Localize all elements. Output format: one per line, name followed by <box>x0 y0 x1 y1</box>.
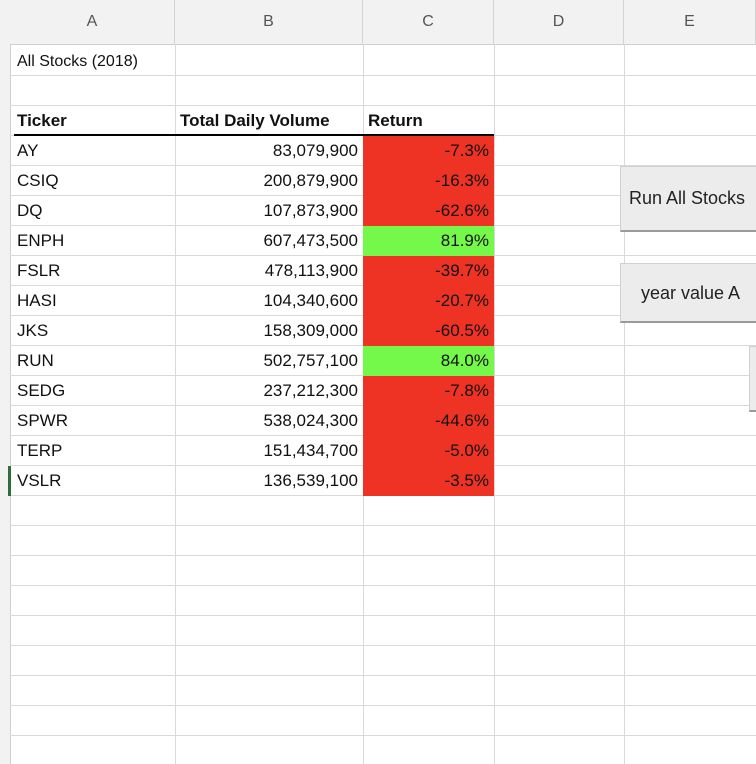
return-cell[interactable]: -16.3% <box>363 166 494 196</box>
ticker-cell[interactable]: SPWR <box>17 411 68 430</box>
volume-cell[interactable]: 502,757,100 <box>263 351 358 370</box>
volume-cell[interactable]: 237,212,300 <box>263 381 358 400</box>
volume-cell[interactable]: 83,079,900 <box>272 141 358 160</box>
ticker-cell[interactable]: VSLR <box>17 471 62 490</box>
volume-cell[interactable]: 136,539,100 <box>263 471 358 490</box>
gridline-horizontal <box>10 555 756 556</box>
ticker-cell[interactable]: SEDG <box>17 381 66 400</box>
volume-cell[interactable]: 478,113,900 <box>264 261 358 280</box>
gridline-vertical <box>175 44 176 764</box>
header-bottom-border <box>14 134 494 136</box>
column-header-c[interactable]: C <box>363 0 494 44</box>
return-cell[interactable]: -3.5% <box>363 466 494 496</box>
column-header-d[interactable]: D <box>494 0 624 44</box>
return-cell[interactable]: 81.9% <box>363 226 494 256</box>
gridline-horizontal <box>10 645 756 646</box>
return-cell[interactable]: -7.3% <box>363 136 494 166</box>
return-cell[interactable]: -39.7% <box>363 256 494 286</box>
volume-cell[interactable]: 200,879,900 <box>263 171 358 190</box>
gridline-vertical <box>624 44 625 764</box>
ticker-cell[interactable]: JKS <box>17 321 49 340</box>
header-total-daily-volume[interactable]: Total Daily Volume <box>180 111 330 130</box>
volume-cell[interactable]: 107,873,900 <box>263 201 358 220</box>
year-value-button[interactable]: year value A <box>620 263 756 323</box>
volume-cell[interactable]: 538,024,300 <box>263 411 358 430</box>
header-ticker[interactable]: Ticker <box>17 111 67 130</box>
return-cell[interactable]: 84.0% <box>363 346 494 376</box>
gridline-horizontal <box>10 75 756 76</box>
run-all-stocks-button[interactable]: Run All Stocks <box>620 166 756 232</box>
ticker-cell[interactable]: CSIQ <box>17 171 59 190</box>
header-return[interactable]: Return <box>368 111 423 130</box>
gridline-horizontal <box>10 705 756 706</box>
gridline-horizontal <box>10 735 756 736</box>
return-cell[interactable]: -20.7% <box>363 286 494 316</box>
ticker-cell[interactable]: TERP <box>17 441 63 460</box>
volume-cell[interactable]: 158,309,000 <box>263 321 358 340</box>
ticker-cell[interactable]: DQ <box>17 201 43 220</box>
column-header-b[interactable]: B <box>175 0 363 44</box>
volume-cell[interactable]: 607,473,500 <box>263 231 358 250</box>
volume-cell[interactable]: 104,340,600 <box>263 291 358 310</box>
title-cell[interactable]: All Stocks (2018) <box>17 53 138 70</box>
gridline-horizontal <box>10 615 756 616</box>
return-cell[interactable]: -5.0% <box>363 436 494 466</box>
ticker-cell[interactable]: HASI <box>17 291 57 310</box>
column-header-row: A B C D E <box>0 0 756 45</box>
return-cell[interactable]: -44.6% <box>363 406 494 436</box>
return-cell[interactable]: -62.6% <box>363 196 494 226</box>
return-cell[interactable]: -7.8% <box>363 376 494 406</box>
volume-cell[interactable]: 151,434,700 <box>263 441 358 460</box>
ticker-cell[interactable]: AY <box>17 141 39 160</box>
ticker-cell[interactable]: ENPH <box>17 231 65 250</box>
gridline-horizontal <box>10 525 756 526</box>
gridline-horizontal <box>10 105 756 106</box>
row-header-gutter[interactable] <box>0 44 11 764</box>
active-cell-indicator <box>8 466 11 496</box>
ticker-cell[interactable]: FSLR <box>17 261 61 280</box>
return-cell[interactable]: -60.5% <box>363 316 494 346</box>
gridline-horizontal <box>10 675 756 676</box>
column-header-a[interactable]: A <box>10 0 175 44</box>
gridline-horizontal <box>10 585 756 586</box>
third-macro-button[interactable] <box>749 346 756 412</box>
gridline-vertical <box>494 44 495 764</box>
column-header-e[interactable]: E <box>624 0 756 44</box>
ticker-cell[interactable]: RUN <box>17 351 54 370</box>
